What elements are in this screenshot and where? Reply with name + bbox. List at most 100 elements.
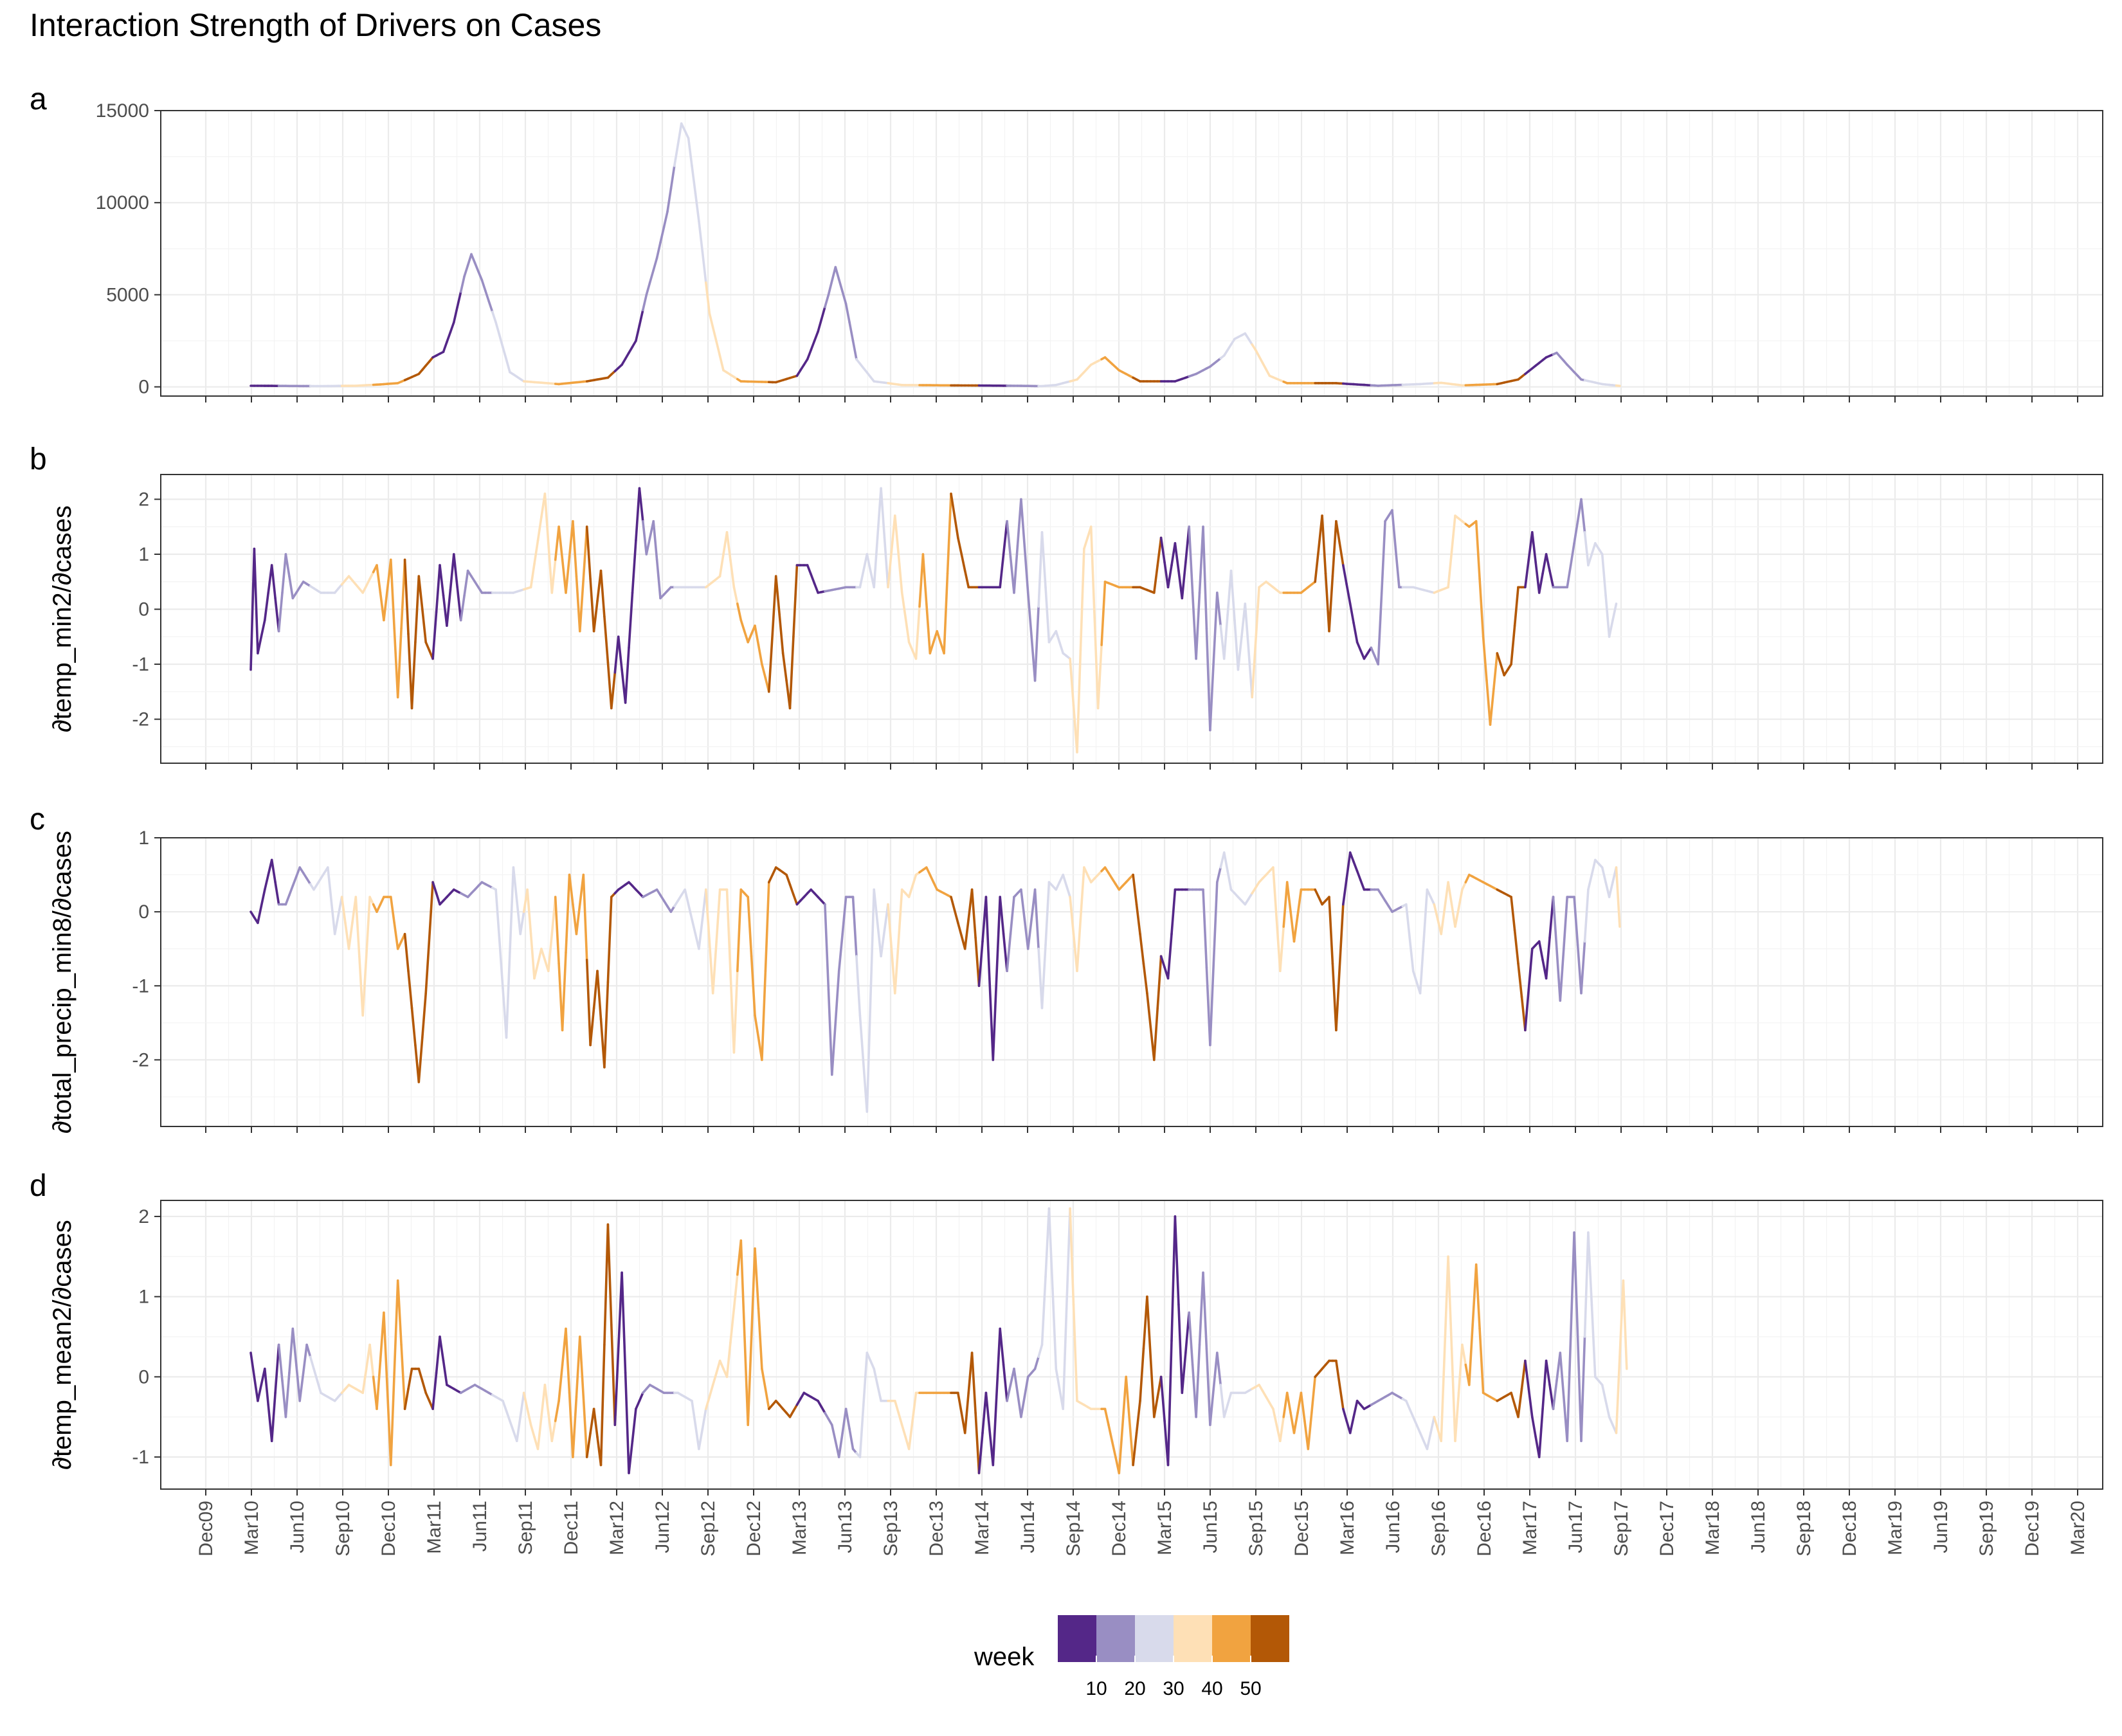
series-segment — [1212, 881, 1219, 965]
series-segment — [1552, 896, 1558, 950]
series-segment — [1524, 558, 1530, 589]
series-segment — [1510, 896, 1516, 932]
series-segment — [263, 592, 270, 622]
vertical-gridlines — [204, 475, 2079, 763]
series-segment — [984, 896, 991, 980]
x-tick-label: Sep18 — [1793, 1501, 1815, 1557]
series-segment — [1356, 640, 1362, 652]
series-segment — [785, 873, 792, 886]
series-segment — [1058, 640, 1064, 655]
series-segment — [1566, 1335, 1572, 1442]
series-segment — [897, 1411, 903, 1426]
x-tick-label: Mar20 — [2067, 1501, 2089, 1555]
series-segment — [1103, 1407, 1110, 1426]
series-segment — [421, 992, 428, 1039]
series-segment — [1237, 635, 1243, 671]
series-segment — [589, 1007, 595, 1047]
series-segment — [1342, 877, 1348, 906]
series-segment — [764, 881, 770, 972]
y-tick-label: 2 — [138, 489, 149, 510]
series-segment — [1545, 936, 1551, 980]
x-tick-label: Mar16 — [1337, 1501, 1358, 1555]
series-segment — [1422, 888, 1429, 943]
series-segment — [1419, 940, 1425, 995]
series-segment — [866, 1352, 872, 1362]
x-tick-label: Mar13 — [789, 1501, 810, 1555]
series-segment — [680, 122, 686, 132]
series-segment — [403, 1388, 410, 1411]
series-segment — [1517, 1388, 1523, 1418]
x-tick-label: Dec09 — [195, 1501, 217, 1557]
series-segment — [715, 888, 721, 943]
series-segment — [1272, 1407, 1278, 1426]
series-segment — [648, 269, 655, 284]
series-segment — [1380, 520, 1386, 594]
series-segment — [1474, 1263, 1481, 1330]
series-segment — [1037, 1343, 1044, 1358]
series-segment — [368, 1343, 375, 1379]
series-segment — [1608, 1416, 1614, 1426]
series-segment — [621, 1271, 627, 1374]
series-segment — [999, 896, 1005, 936]
series-segment — [1447, 1255, 1453, 1350]
series-segment — [1601, 866, 1607, 883]
series-segment — [768, 633, 774, 693]
series-segment — [393, 627, 399, 699]
series-segment — [1541, 1359, 1548, 1411]
series-line — [249, 1207, 1628, 1474]
series-segment — [284, 553, 291, 578]
series-segment — [711, 940, 718, 995]
series-segment — [284, 1371, 291, 1418]
series-segment — [547, 932, 554, 972]
series-segment — [1566, 564, 1572, 589]
series-segment — [827, 988, 833, 1076]
series-segment — [1002, 932, 1008, 972]
series-segment — [529, 1424, 536, 1438]
series-segment — [977, 940, 984, 988]
series-segment — [831, 266, 837, 282]
x-tick-label: Sep10 — [332, 1501, 354, 1557]
series-segment — [1055, 1368, 1061, 1390]
series-segment — [376, 564, 382, 594]
y-tick-label: 1 — [138, 544, 149, 565]
y-axis: -2 -1 0 1 — [132, 827, 161, 1071]
series-segment — [635, 487, 641, 542]
series-segment — [540, 947, 547, 961]
legend-color-swatch — [1251, 1615, 1289, 1662]
series-segment — [1461, 1343, 1467, 1366]
x-tick-label: Sep13 — [880, 1501, 902, 1557]
series-segment — [631, 539, 637, 594]
series-segment — [687, 137, 693, 167]
series-segment — [873, 1368, 879, 1386]
series-segment — [1296, 888, 1303, 917]
series-segment — [333, 914, 340, 936]
series-segment — [1202, 525, 1208, 630]
series-segment — [747, 633, 753, 644]
series-segment — [963, 918, 970, 950]
legend-label: 10 — [1085, 1678, 1107, 1699]
series-segment — [1083, 866, 1089, 876]
series-segment — [1370, 646, 1376, 658]
y-tick-label: 10000 — [96, 192, 149, 213]
series-segment — [701, 1407, 707, 1431]
series-segment — [288, 575, 295, 600]
series-segment — [1149, 1355, 1156, 1418]
series-segment — [715, 340, 721, 357]
series-segment — [1159, 1375, 1166, 1422]
series-segment — [974, 1411, 981, 1474]
series-segment — [1212, 592, 1219, 663]
series-segment — [645, 536, 651, 556]
series-segment — [1226, 870, 1233, 891]
plot-background — [161, 838, 2103, 1126]
y-tick-label: 5000 — [106, 284, 149, 305]
series-segment — [817, 1400, 823, 1408]
series-segment — [1195, 1343, 1201, 1418]
series-segment — [288, 885, 295, 896]
series-segment — [1216, 866, 1222, 883]
series-segment — [270, 1391, 277, 1442]
series-segment — [596, 970, 603, 1020]
y-tick-label: -1 — [132, 654, 149, 675]
series-segment — [754, 1247, 760, 1310]
x-tick-label: Mar12 — [606, 1501, 628, 1555]
